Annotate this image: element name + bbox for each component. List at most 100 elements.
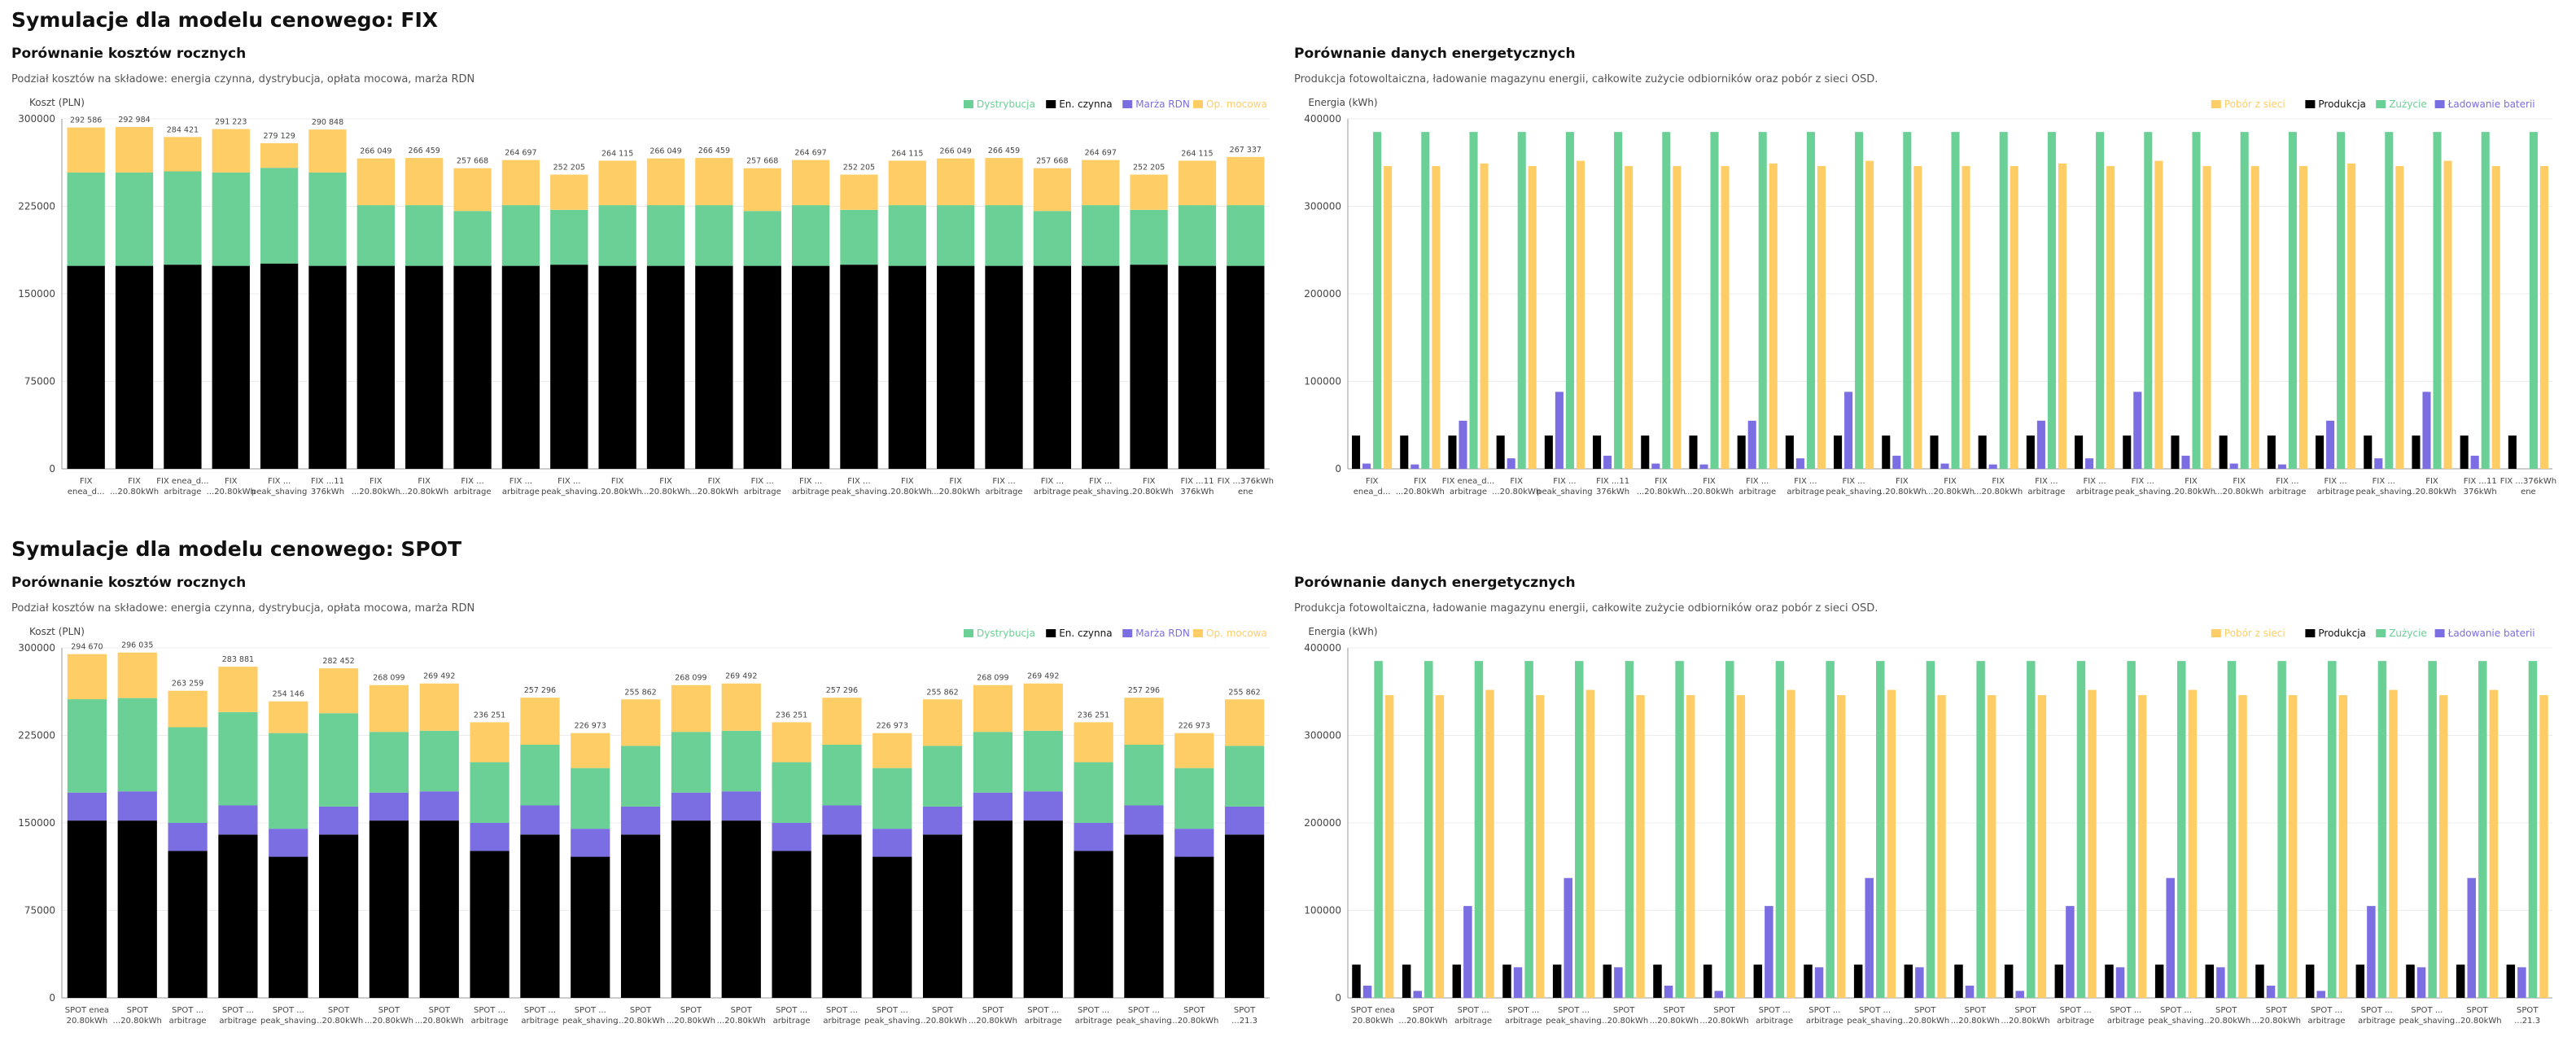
spot-energy-bar-consumption xyxy=(1575,661,1584,998)
spot-cost-chart: 0 75000 150000 225000 300000 Koszt (PLN) Dystr… xyxy=(18,626,1270,1026)
spot-cost-bar-active xyxy=(218,834,258,998)
spot-energy-xtick-label: SPOT ... peak_shaving xyxy=(2148,1006,2203,1026)
fix-energy-xtick-label: FIX ...11 376kWh xyxy=(2464,477,2497,497)
spot-cost-bar-distribution xyxy=(1174,768,1214,829)
spot-energy-bar-production xyxy=(2456,965,2465,998)
fix-energy-subtitle: Produkcja fotowoltaiczna, ładowanie maga… xyxy=(1294,73,1878,85)
spot-cost-xtick-label: SPOT ... arbitrage xyxy=(773,1006,811,1026)
spot-energy-bar-production xyxy=(1452,965,1462,998)
fix-cost-total-label: 291 223 xyxy=(215,118,247,127)
spot-energy-bar-production xyxy=(1904,965,1913,998)
fix-cost-xtick-label: FIX ... arbitrage xyxy=(744,477,781,497)
fix-cost-legend-active: En. czynna xyxy=(1059,98,1112,110)
spot-cost-total-label: 236 251 xyxy=(1078,711,1109,720)
fix-energy-xtick-label: FIX ...20.80kWh xyxy=(2167,477,2215,497)
fix-cost-xtick-label: FIX ...11 376kWh xyxy=(311,477,344,497)
spot-energy-bar-grid xyxy=(2338,695,2348,998)
spot-cost-bar-active xyxy=(470,851,510,998)
fix-energy-bar-grid xyxy=(1480,163,1489,469)
fix-cost-xtick-label: FIX ...20.80kWh xyxy=(883,477,932,497)
fix-energy-bar-consumption xyxy=(1373,132,1382,469)
fix-cost-xtick-label: FIX ... peak_shaving xyxy=(541,477,597,497)
spot-energy-bar-battery xyxy=(2517,967,2526,998)
spot-cost-ylabel: Koszt (PLN) xyxy=(29,626,85,637)
spot-cost-bar-active xyxy=(1074,851,1113,998)
fix-cost-bar-active xyxy=(840,265,878,469)
spot-cost-total-label: 269 492 xyxy=(725,672,757,681)
spot-cost-xtick-label: SPOT ...20.80kWh xyxy=(365,1006,413,1026)
fix-cost-bar-power_fee xyxy=(743,168,781,212)
fix-cost-xtick-label: FIX ...20.80kWh xyxy=(110,477,159,497)
spot-cost-bar-active xyxy=(67,820,107,998)
spot-cost-bar-power_fee xyxy=(973,685,1013,733)
fix-energy-xtick-label: FIX ... peak_shaving xyxy=(2115,477,2171,497)
spot-cost-total-label: 269 492 xyxy=(423,672,455,681)
spot-energy-bar-grid xyxy=(1435,695,1445,998)
spot-cost-legend-swatch-rdn xyxy=(1122,629,1133,637)
spot-energy-bar-battery xyxy=(2216,967,2225,998)
spot-energy-bar-grid xyxy=(1887,689,1896,998)
fix-cost-ytick-label: 75000 xyxy=(24,376,55,387)
spot-cost-xtick-label: SPOT enea 20.80kWh xyxy=(65,1006,109,1026)
fix-energy-bar-battery xyxy=(1410,464,1419,469)
spot-cost-total-label: 268 099 xyxy=(373,674,405,683)
spot-energy-legend-production: Produkcja xyxy=(2318,628,2366,639)
fix-energy-bar-battery xyxy=(1699,464,1708,469)
spot-energy-bar-consumption xyxy=(1725,661,1734,998)
spot-energy-ytick-label: 100000 xyxy=(1304,905,1341,916)
fix-cost-total-label: 284 421 xyxy=(167,125,199,134)
spot-cost-bar-distribution xyxy=(419,730,459,792)
spot-energy-xtick-label: SPOT ...20.80kWh xyxy=(1951,1006,2000,1026)
fix-cost-xtick-label: FIX ...20.80kWh xyxy=(593,477,642,497)
fix-cost-bar-distribution xyxy=(646,205,685,266)
fix-energy-title: Porównanie danych energetycznych xyxy=(1294,46,1576,62)
fix-energy-ytick-label: 300000 xyxy=(1304,201,1341,212)
fix-cost-legend-swatch-active xyxy=(1046,100,1056,108)
fix-energy-bar-grid xyxy=(1384,166,1393,470)
fix-energy-bar-battery xyxy=(1603,455,1612,469)
spot-energy-bar-battery xyxy=(2266,985,2276,998)
fix-cost-bar-power_fee xyxy=(598,160,636,206)
fix-energy-bar-battery xyxy=(1651,463,1660,469)
fix-cost-bar-active xyxy=(115,265,154,469)
fix-cost-bar-active xyxy=(550,265,588,469)
spot-cost-bar-rdn xyxy=(973,792,1013,821)
fix-cost-legend-swatch-rdn xyxy=(1122,100,1133,108)
fix-energy-bar-consumption xyxy=(2288,132,2297,469)
spot-cost-xtick-label: SPOT ... arbitrage xyxy=(219,1006,256,1026)
fix-cost-bar-distribution xyxy=(405,205,444,266)
spot-energy-bar-grid xyxy=(1937,695,1946,998)
fix-energy-xtick-label: FIX ... arbitrage xyxy=(2027,477,2065,497)
fix-energy-bar-consumption xyxy=(1614,132,1623,469)
spot-cost-total-label: 254 146 xyxy=(273,690,304,699)
fix-cost-bar-distribution xyxy=(743,211,781,266)
fix-cost-xtick-label: FIX ...11 376kWh xyxy=(1180,477,1214,497)
spot-cost-bar-distribution xyxy=(973,732,1013,793)
fix-energy-xtick-label: FIX ... arbitrage xyxy=(2268,477,2306,497)
fix-cost-bar-active xyxy=(1033,265,1072,469)
spot-cost-bar-distribution xyxy=(1074,762,1113,823)
fix-cost-total-label: 264 697 xyxy=(1085,149,1117,158)
fix-energy-bar-production xyxy=(1978,435,1987,469)
spot-energy-bar-production xyxy=(2406,965,2415,998)
spot-energy-xtick-label: SPOT ... arbitrage xyxy=(1756,1006,1793,1026)
fix-energy-bar-grid xyxy=(1769,163,1778,469)
spot-energy-xtick-label: SPOT ... arbitrage xyxy=(2358,1006,2395,1026)
spot-cost-xtick-label: SPOT ... peak_shaving xyxy=(1116,1006,1171,1026)
spot-cost-bar-distribution xyxy=(620,746,661,807)
fix-energy-bar-battery xyxy=(1892,455,1901,469)
fix-energy-bar-consumption xyxy=(1565,132,1574,469)
fix-energy-bar-grid xyxy=(2395,166,2404,470)
fix-cost-xtick-label: FIX ...20.80kWh xyxy=(689,477,738,497)
fix-cost-bar-distribution xyxy=(695,205,733,266)
spot-cost-bar-distribution xyxy=(772,762,811,823)
spot-energy-legend-grid: Pobór z sieci xyxy=(2224,628,2285,639)
fix-energy-bar-grid xyxy=(1432,166,1441,470)
spot-energy-bar-grid xyxy=(2188,689,2198,998)
spot-energy-bar-consumption xyxy=(2428,661,2437,998)
fix-energy-xtick-label: FIX ... arbitrage xyxy=(2076,477,2114,497)
spot-cost-bar-power_fee xyxy=(520,698,560,745)
fix-energy-bar-production xyxy=(1352,435,1361,469)
spot-cost-bar-power_fee xyxy=(67,654,107,700)
spot-cost-xtick-label: SPOT ...20.80kWh xyxy=(113,1006,162,1026)
